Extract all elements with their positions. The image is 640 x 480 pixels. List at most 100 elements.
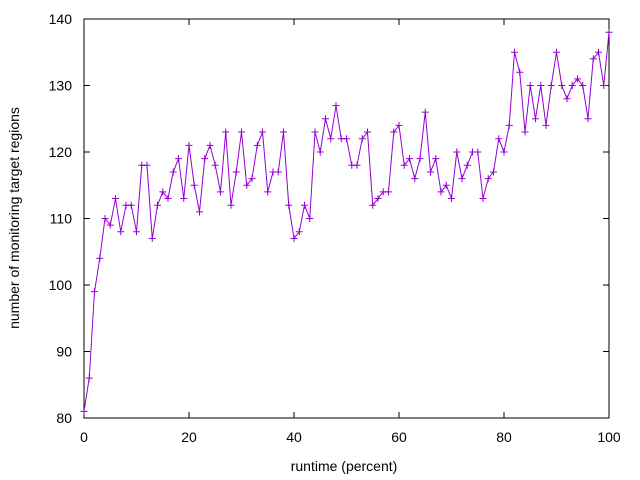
data-point <box>353 161 361 169</box>
data-point <box>421 108 429 116</box>
y-tick-label: 130 <box>49 78 73 94</box>
data-point <box>217 188 224 196</box>
x-tick-label: 40 <box>286 429 302 445</box>
data-point <box>201 155 209 163</box>
data-point <box>164 195 172 203</box>
data-point <box>490 168 497 176</box>
data-point <box>243 181 251 189</box>
data-point <box>364 128 371 136</box>
plot-border <box>83 18 610 419</box>
data-point <box>306 215 314 222</box>
data-point <box>600 82 608 89</box>
data-point <box>537 82 545 89</box>
data-point <box>280 128 287 136</box>
data-point <box>406 155 413 163</box>
data-point <box>185 141 193 149</box>
data-point <box>432 155 440 163</box>
axis-ticks <box>83 18 610 419</box>
y-axis-title: number of monitoring target regions <box>6 107 22 329</box>
data-point <box>80 407 88 415</box>
data-point <box>127 201 135 209</box>
data-point <box>526 82 534 89</box>
data-point <box>395 121 403 129</box>
data-point <box>374 195 382 203</box>
data-point <box>206 141 214 149</box>
data-point <box>259 128 266 136</box>
x-axis-title: runtime (percent) <box>291 458 398 474</box>
data-point <box>463 161 471 169</box>
data-point <box>474 148 482 156</box>
data-point <box>143 161 151 169</box>
data-point <box>558 82 566 89</box>
data-point <box>568 82 576 89</box>
data-point <box>532 115 539 123</box>
series-line <box>83 32 610 412</box>
data-point <box>232 168 240 176</box>
x-tick-label: 0 <box>80 429 88 445</box>
data-point <box>190 181 198 189</box>
data-point <box>390 128 398 136</box>
plot-frame <box>83 18 610 419</box>
data-point <box>295 228 303 236</box>
data-point <box>505 121 513 129</box>
data-point <box>180 195 188 203</box>
x-tick-labels: 0 20 40 60 80 100 <box>80 429 621 445</box>
data-point <box>484 175 492 183</box>
y-tick-label: 140 <box>49 11 73 27</box>
data-point <box>584 115 592 123</box>
data-point <box>437 188 445 196</box>
data-point <box>358 135 366 143</box>
data-point <box>547 82 555 89</box>
data-point <box>285 201 293 209</box>
y-tick-label: 110 <box>50 211 73 227</box>
data-point <box>148 234 156 242</box>
x-tick-label: 60 <box>391 429 407 445</box>
y-tick-label: 100 <box>49 277 73 293</box>
data-point <box>117 228 125 236</box>
x-tick-label: 80 <box>496 429 512 445</box>
y-tick-labels: 80 90 100 110 120 130 140 <box>49 11 73 426</box>
data-point <box>253 141 261 149</box>
data-point <box>211 161 219 169</box>
y-tick-label: 90 <box>56 344 72 360</box>
data-point <box>369 201 377 209</box>
data-point <box>458 175 466 183</box>
data-point <box>112 195 119 203</box>
data-point <box>416 155 424 163</box>
data-point <box>511 48 518 56</box>
data-point <box>327 135 335 143</box>
data-point <box>222 128 230 136</box>
data-point <box>579 82 587 89</box>
data-point <box>411 175 419 183</box>
data-point <box>290 234 298 242</box>
data-point <box>106 221 114 229</box>
data-point <box>453 148 461 156</box>
data-point <box>427 168 434 176</box>
data-point <box>542 121 550 129</box>
data-point <box>159 188 167 196</box>
data-point <box>311 128 319 136</box>
data-point <box>495 135 503 143</box>
data-point <box>589 55 597 63</box>
data-point <box>301 201 308 209</box>
data-point <box>332 101 340 109</box>
data-point <box>85 374 93 382</box>
data-point <box>196 208 203 216</box>
data-point <box>343 135 350 143</box>
data-point <box>400 161 408 169</box>
data-point <box>227 201 235 209</box>
data-point <box>322 115 329 123</box>
x-tick-label: 20 <box>181 429 197 445</box>
y-tick-label: 80 <box>56 410 72 426</box>
data-point <box>442 181 450 189</box>
data-point <box>479 195 487 203</box>
data-point <box>574 75 581 83</box>
data-point <box>516 68 524 76</box>
data-point <box>238 128 245 136</box>
data-point <box>595 48 602 56</box>
data-point <box>101 215 109 222</box>
data-point <box>154 201 161 209</box>
data-point <box>448 195 455 203</box>
data-point <box>96 254 104 262</box>
